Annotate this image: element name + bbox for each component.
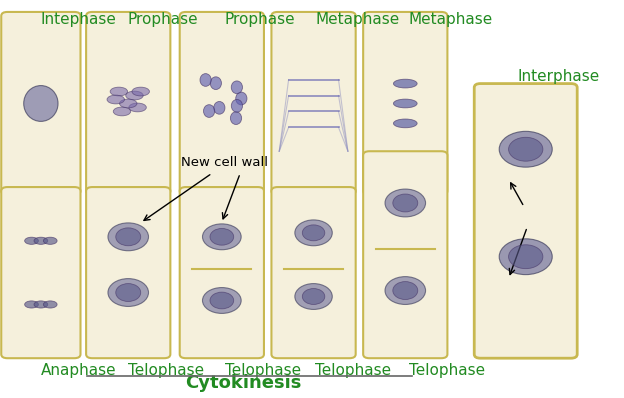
Ellipse shape [509, 245, 543, 269]
Ellipse shape [34, 301, 47, 308]
Ellipse shape [129, 103, 146, 112]
Ellipse shape [24, 86, 58, 121]
Text: Metaphase: Metaphase [315, 12, 399, 27]
Ellipse shape [295, 220, 333, 246]
Ellipse shape [392, 282, 418, 299]
Ellipse shape [385, 277, 426, 304]
Ellipse shape [202, 287, 241, 314]
Ellipse shape [232, 81, 243, 94]
Ellipse shape [202, 224, 241, 250]
Ellipse shape [385, 189, 426, 217]
Ellipse shape [119, 99, 137, 108]
Text: Metaphase: Metaphase [409, 12, 493, 27]
FancyBboxPatch shape [363, 12, 447, 195]
Ellipse shape [25, 301, 38, 308]
Ellipse shape [107, 95, 124, 104]
Ellipse shape [25, 237, 38, 244]
FancyBboxPatch shape [180, 187, 264, 358]
Ellipse shape [499, 239, 552, 275]
Ellipse shape [116, 283, 140, 302]
Ellipse shape [210, 77, 222, 90]
FancyBboxPatch shape [1, 12, 80, 195]
Text: Anaphase: Anaphase [41, 363, 116, 378]
Ellipse shape [303, 289, 325, 304]
Ellipse shape [203, 105, 215, 117]
Text: Interphase: Interphase [517, 68, 600, 84]
Ellipse shape [110, 87, 127, 96]
Ellipse shape [295, 283, 333, 310]
Text: Prophase: Prophase [128, 12, 198, 27]
Ellipse shape [44, 301, 57, 308]
Text: Prophase: Prophase [225, 12, 295, 27]
Ellipse shape [210, 228, 233, 245]
Ellipse shape [210, 292, 233, 309]
Ellipse shape [509, 137, 543, 161]
Ellipse shape [392, 194, 418, 212]
FancyBboxPatch shape [86, 187, 170, 358]
FancyBboxPatch shape [1, 187, 80, 358]
FancyBboxPatch shape [180, 12, 264, 195]
Text: Telophase: Telophase [128, 363, 204, 378]
Text: New cell wall: New cell wall [181, 156, 268, 169]
Ellipse shape [34, 237, 47, 244]
Ellipse shape [108, 223, 149, 251]
FancyBboxPatch shape [271, 12, 356, 195]
FancyBboxPatch shape [271, 187, 356, 358]
Ellipse shape [230, 112, 241, 125]
Ellipse shape [499, 131, 552, 167]
Ellipse shape [213, 101, 225, 114]
Ellipse shape [132, 87, 149, 96]
Text: Telophase: Telophase [225, 363, 301, 378]
Ellipse shape [393, 99, 417, 108]
Ellipse shape [108, 279, 149, 306]
FancyBboxPatch shape [363, 151, 447, 358]
Ellipse shape [200, 74, 211, 86]
FancyBboxPatch shape [86, 12, 170, 195]
Ellipse shape [126, 91, 143, 100]
Ellipse shape [236, 92, 247, 105]
Text: Intephase: Intephase [41, 12, 117, 27]
Ellipse shape [393, 119, 417, 128]
Text: Telophase: Telophase [315, 363, 391, 378]
FancyBboxPatch shape [474, 84, 577, 358]
Ellipse shape [303, 225, 325, 241]
Ellipse shape [116, 228, 140, 246]
Text: Cytokinesis: Cytokinesis [185, 374, 301, 392]
Ellipse shape [113, 107, 130, 116]
Ellipse shape [232, 100, 243, 112]
Ellipse shape [44, 237, 57, 244]
Text: Telophase: Telophase [409, 363, 485, 378]
Ellipse shape [393, 79, 417, 88]
